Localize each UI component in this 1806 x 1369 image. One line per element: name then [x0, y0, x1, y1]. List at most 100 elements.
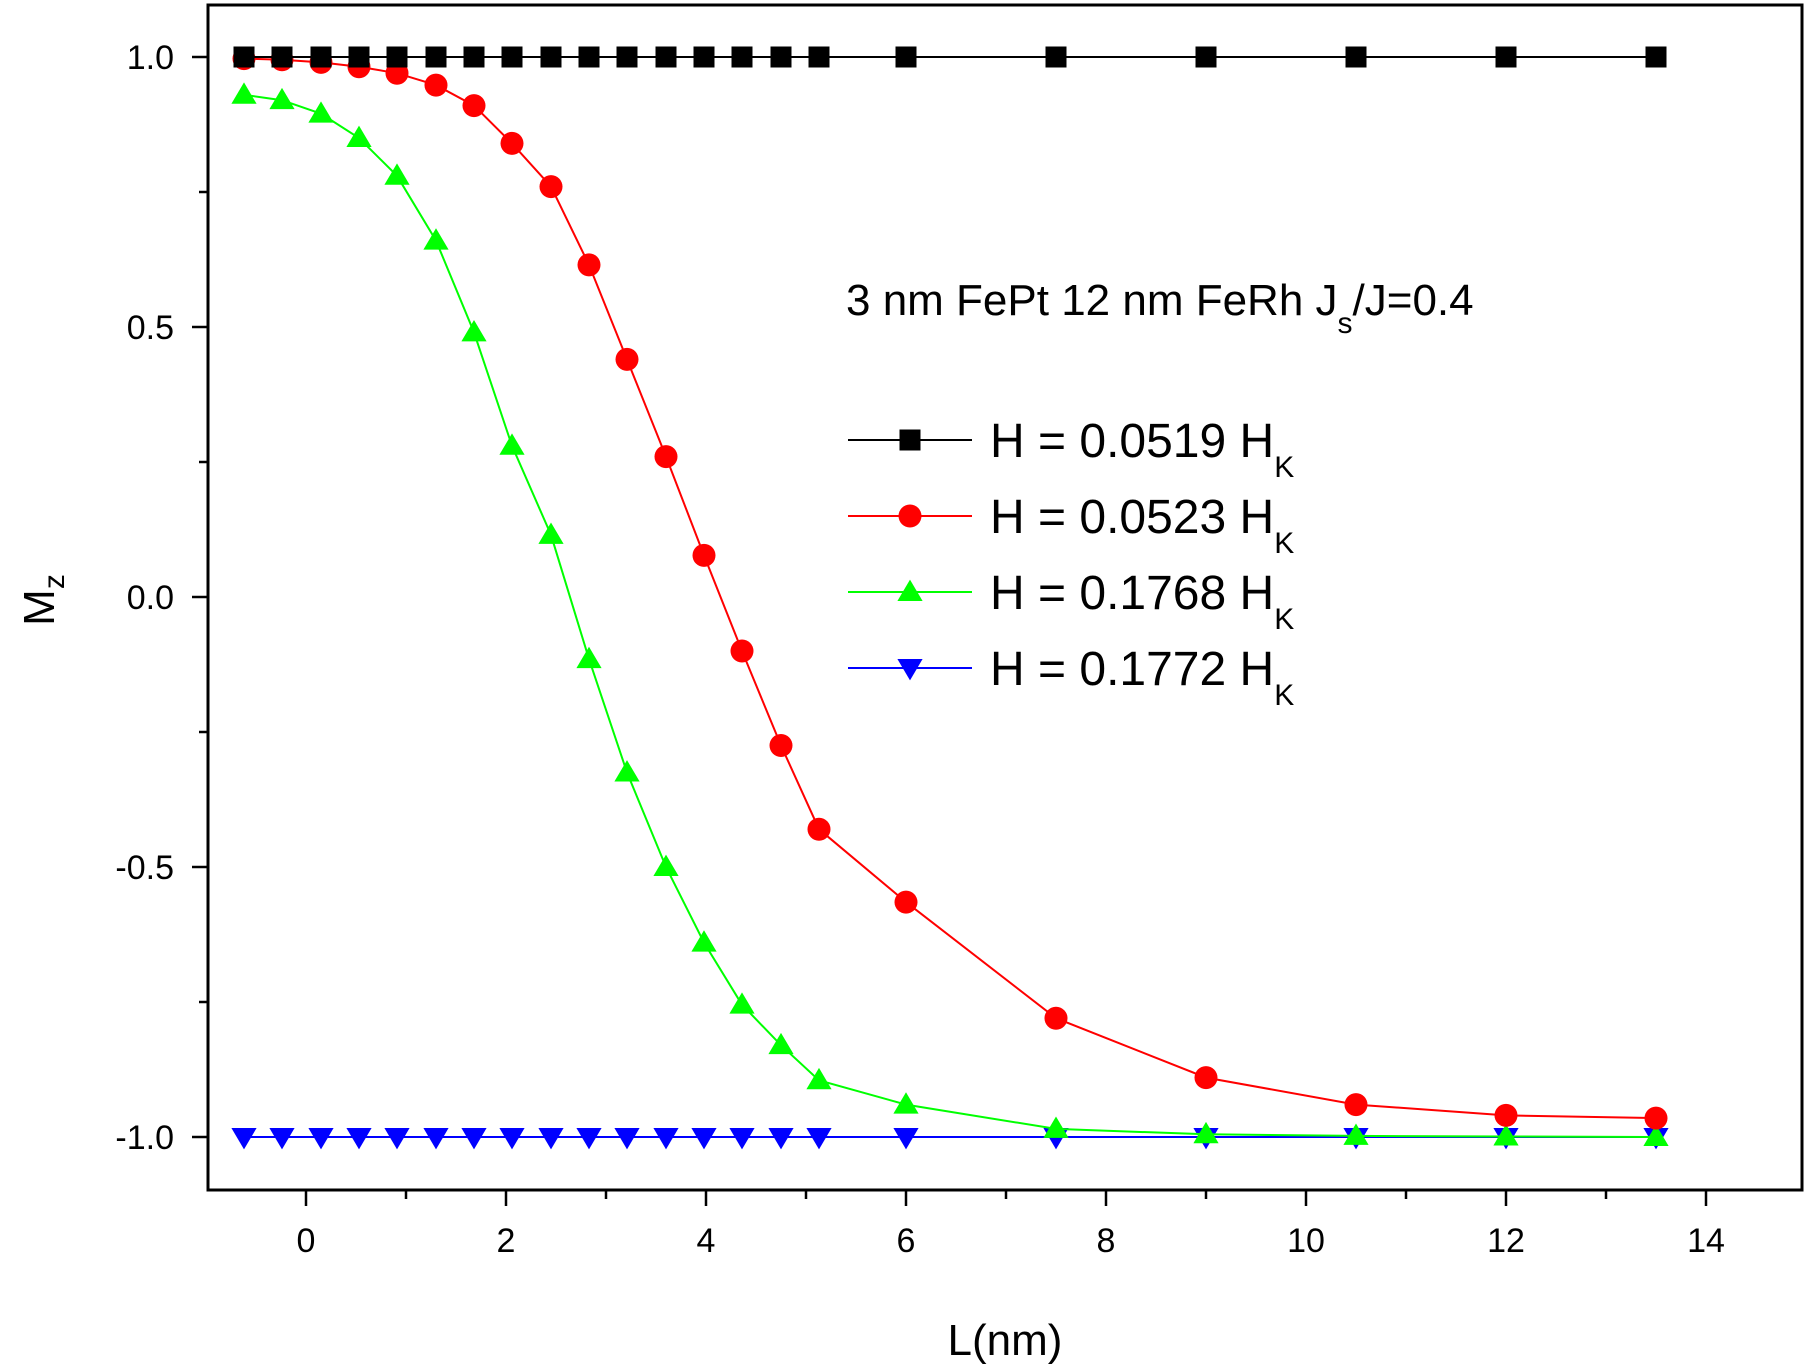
data-point [1343, 1123, 1369, 1145]
series-line [243, 57, 1657, 1120]
data-point [425, 46, 447, 68]
data-point [730, 639, 754, 663]
data-point [806, 1067, 832, 1090]
y-tick-label: 0.0 [127, 579, 174, 617]
data-point [269, 1128, 295, 1150]
data-point [384, 163, 410, 185]
legend-label: H = 0.1768 HK [990, 567, 1294, 636]
series-layer [231, 46, 1669, 1150]
y-axis-ticks: 1.0 0.5 0.0 -0.5 -1.0 [115, 39, 208, 1157]
legend-label-main: H = 0.1768 H [990, 567, 1274, 620]
legend-item: H = 0.0519 HK [848, 415, 1294, 484]
annotation-sub: s [1338, 307, 1353, 340]
data-point [538, 522, 564, 544]
data-point [807, 817, 831, 841]
data-point [539, 175, 563, 199]
data-point [384, 1128, 410, 1150]
data-point [1043, 1116, 1069, 1138]
x-tick-label: 10 [1287, 1222, 1325, 1260]
data-point [463, 46, 485, 68]
data-point [729, 992, 755, 1014]
data-point [614, 760, 640, 782]
x-tick-label: 2 [497, 1222, 516, 1260]
chart-annotation: 3 nm FePt 12 nm FeRh Js/J=0.4 [846, 276, 1474, 340]
data-point [768, 1128, 794, 1150]
legend-marker [898, 504, 922, 528]
data-point [346, 1128, 372, 1150]
legend-marker [899, 429, 921, 451]
data-point [538, 1128, 564, 1150]
series-1 [233, 46, 1667, 68]
data-point [1344, 1093, 1368, 1117]
data-point [893, 1128, 919, 1150]
data-point [691, 930, 717, 952]
data-point [616, 46, 638, 68]
data-point [348, 46, 370, 68]
data-point [806, 1128, 832, 1150]
legend-label-sub: K [1274, 603, 1294, 636]
data-point [1643, 1124, 1669, 1146]
legend-label: H = 0.1772 HK [990, 643, 1294, 712]
series-line [243, 93, 1657, 1138]
data-point [1194, 1066, 1218, 1090]
data-point [770, 46, 792, 68]
legend-label-main: H = 0.1772 H [990, 643, 1274, 696]
data-point [308, 1128, 334, 1150]
y-tick-label: -1.0 [115, 1119, 174, 1157]
legend-label-sub: K [1274, 527, 1294, 560]
data-point [461, 1128, 487, 1150]
data-point [693, 46, 715, 68]
data-point [231, 82, 257, 104]
data-point [540, 46, 562, 68]
data-point [615, 347, 639, 371]
y-axis-title: Mz [15, 574, 71, 626]
data-point [1193, 1121, 1219, 1144]
legend-label: H = 0.0519 HK [990, 415, 1294, 484]
data-point [893, 1092, 919, 1114]
data-point [386, 46, 408, 68]
data-point [691, 1128, 717, 1150]
data-point [653, 854, 679, 876]
data-point [768, 1032, 794, 1055]
data-point [692, 543, 716, 567]
data-point [501, 46, 523, 68]
data-point [1044, 1006, 1068, 1030]
data-point [233, 46, 255, 68]
legend-item: H = 0.0523 HK [848, 491, 1294, 560]
data-point [654, 445, 678, 469]
data-point [894, 890, 918, 914]
data-point [269, 87, 295, 110]
x-axis-ticks: 0 2 4 6 8 10 12 14 [297, 1190, 1725, 1260]
data-point [423, 1128, 449, 1150]
legend-label-main: H = 0.0523 H [990, 491, 1274, 544]
data-point [1645, 46, 1667, 68]
y-axis-title-sub: z [38, 574, 71, 589]
series-2 [232, 47, 1668, 1130]
legend-label-sub: K [1274, 451, 1294, 484]
data-point [1644, 1106, 1668, 1130]
series-4 [231, 1128, 1669, 1150]
x-axis-title: L(nm) [948, 1316, 1063, 1365]
svg-text:Mz: Mz [15, 574, 71, 626]
legend-item: H = 0.1768 HK [848, 567, 1294, 636]
data-point [231, 1128, 257, 1150]
data-point [1195, 46, 1217, 68]
x-tick-label: 8 [1097, 1222, 1116, 1260]
data-point [424, 73, 448, 97]
data-point [729, 1128, 755, 1150]
data-point [1045, 46, 1067, 68]
y-tick-label: 1.0 [127, 39, 174, 77]
data-point [499, 1128, 525, 1150]
data-point [653, 1128, 679, 1150]
data-point [499, 433, 525, 455]
data-point [271, 46, 293, 68]
x-tick-label: 4 [697, 1222, 716, 1260]
data-point [655, 46, 677, 68]
legend-label: H = 0.0523 HK [990, 491, 1294, 560]
data-point [500, 131, 524, 155]
data-point [769, 734, 793, 757]
legend-label-main: H = 0.0519 H [990, 415, 1274, 468]
data-point [1494, 1103, 1518, 1127]
legend-marker [897, 579, 923, 601]
